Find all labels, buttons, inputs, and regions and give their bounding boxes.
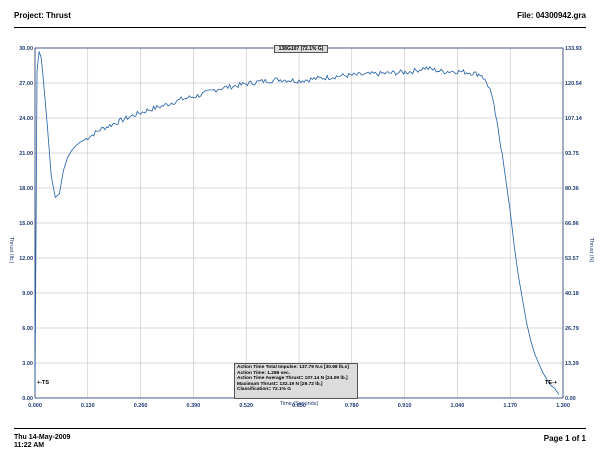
y-tick-label: 12.00 [19,256,33,262]
y2-tick-label: 40.18 [565,291,579,297]
x-tick-label: 0.910 [398,403,412,409]
y2-tick-label: 107.14 [565,116,583,122]
report-header: Project: Thrust File: 04300942.gra [0,0,600,30]
x-tick-label: 0.260 [134,403,148,409]
chart-grid [34,47,564,399]
y-tick-label: 6.00 [22,326,33,332]
series-legend: 138G107 (72.1% G) [274,45,328,53]
thrust-curve [34,51,560,395]
y2-tick-label: 0.00 [565,396,576,402]
page-number: Page 1 of 1 [543,434,586,443]
y2-tick-label: 120.54 [565,81,583,87]
info-line: Action Time Total Impulse: 137.79 N.s [3… [237,365,349,370]
x-tick-label: 0.390 [187,403,201,409]
print-date: Thu 14-May-2009 [14,434,71,441]
y2-tick-label: 53.57 [565,256,579,262]
file-name: File: 04300942.gra [517,11,586,20]
y2-tick-label: 93.75 [565,151,579,157]
x-tick-label: 0.000 [28,403,42,409]
y2-tick-label: 66.96 [565,221,579,227]
y2-tick-label: 80.36 [565,186,579,192]
te-marker: TE-+ [545,380,557,386]
y-axis-label: Thrust (lb.) [8,237,14,264]
y-tick-label: 30.00 [19,46,33,52]
y2-axis-label: Thrust (N) [588,238,594,263]
results-box: Action Time Total Impulse: 137.79 N.s [3… [234,363,358,399]
header-divider [14,27,586,28]
project-title: Project: Thrust [14,11,71,20]
x-tick-label: 1.300 [556,403,570,409]
y-tick-label: 27.00 [19,81,33,87]
info-line: Classification= 72.1% G [237,387,291,393]
ts-marker: +-TS [37,380,49,386]
x-tick-label: 0.520 [239,403,253,409]
y-tick-label: 24.00 [19,116,33,122]
y2-tick-label: 26.79 [565,326,579,332]
info-line: Action Time Average Thrust= 107.14 N [24… [237,376,348,382]
y2-tick-labels: 0.00 13.39 26.79 40.18 53.57 66.96 80.36 93.75 1… [565,46,583,402]
y-tick-label: 15.00 [19,221,33,227]
y-tick-label: 9.00 [22,291,33,297]
y-tick-label: 3.00 [22,361,33,367]
y-tick-label: 18.00 [19,186,33,192]
info-line: Maximum Thrust= 132.19 N [29.72 lb.] [237,381,323,387]
y2-tick-label: 133.93 [565,46,582,52]
x-tick-labels: 0.000 0.130 0.260 0.390 0.520 0.650 0.780 0.910… [28,403,570,409]
info-line: Action Time: 1.286 sec. [237,370,290,376]
y-tick-label: 0.00 [22,396,33,402]
x-tick-label: 0.780 [345,403,359,409]
print-timestamp: Thu 14-May-2009 11:22 AM [14,434,70,450]
x-tick-label: 1.040 [451,403,465,409]
footer-divider [14,428,586,429]
y-tick-labels: 0.00 3.00 6.00 9.00 12.00 15.00 18.00 21.00 24.0… [19,46,33,402]
y-tick-label: 21.00 [19,151,33,157]
x-axis-label: Time (Seconds) [280,401,319,407]
print-time: 11:22 AM [14,442,45,449]
x-tick-label: 0.650 [292,403,306,409]
y2-tick-label: 13.39 [565,361,579,367]
x-tick-label: 1.170 [503,403,517,409]
x-tick-label: 0.130 [81,403,95,409]
